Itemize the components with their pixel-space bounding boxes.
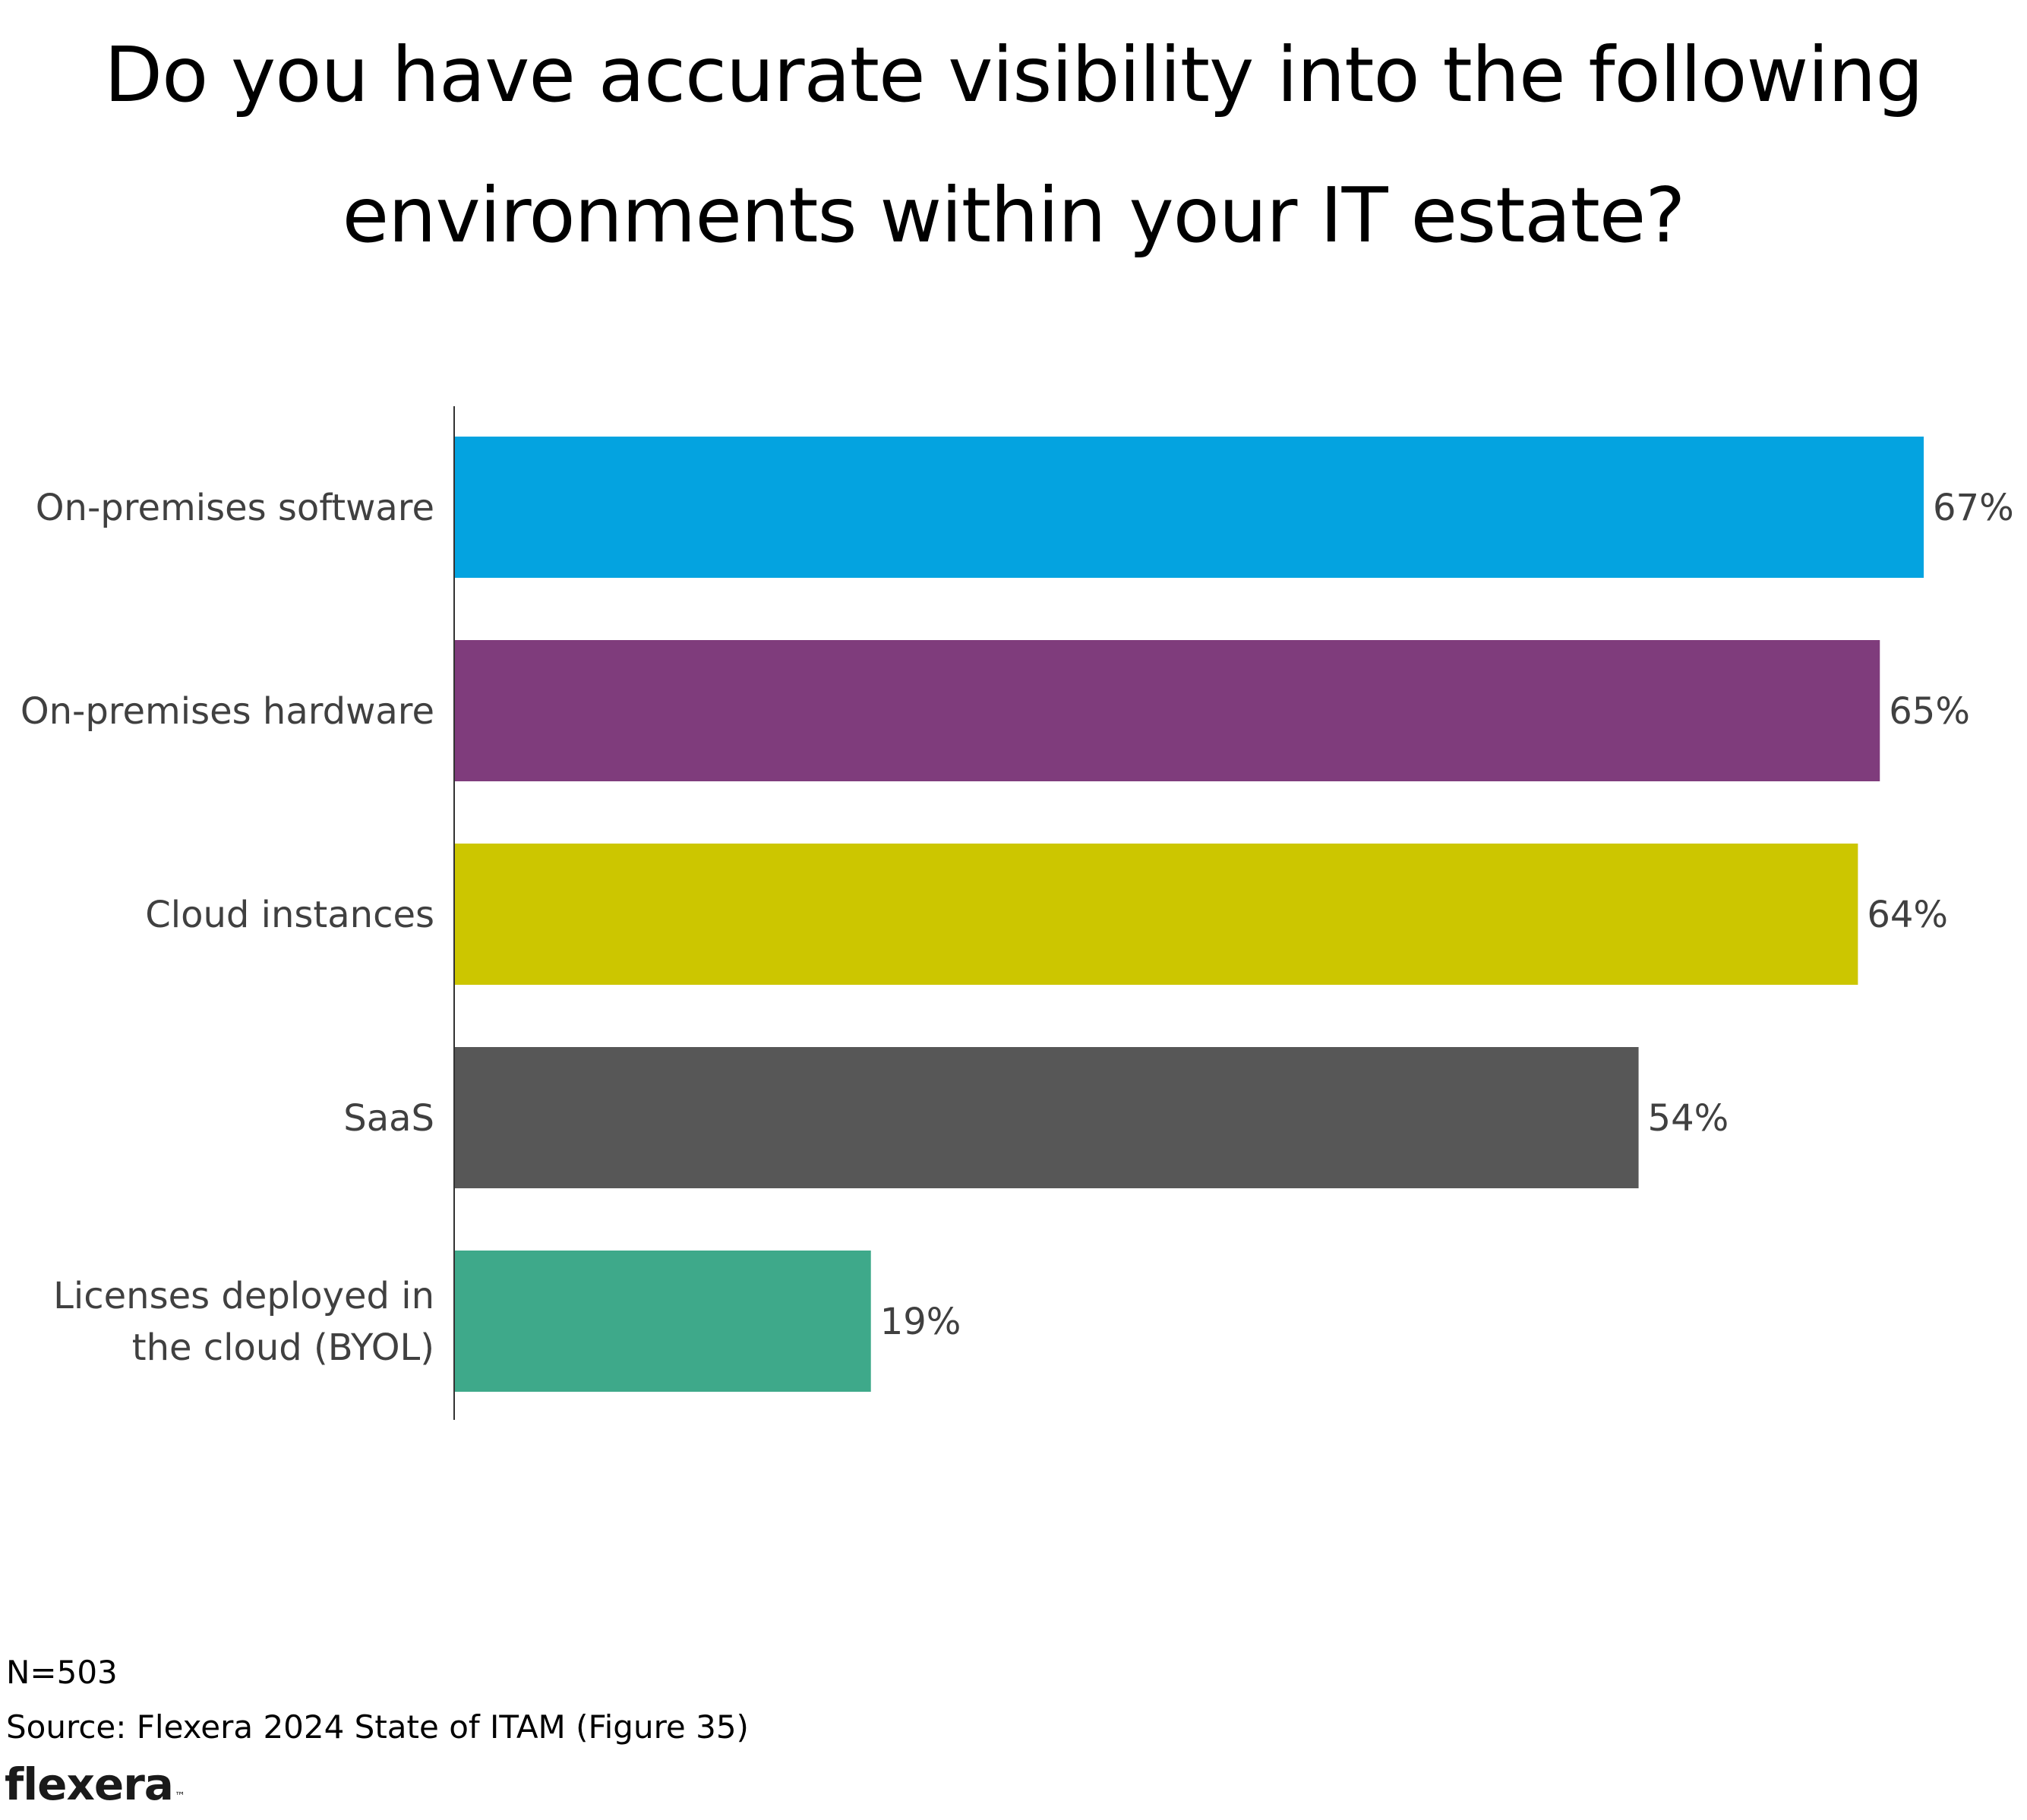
value-label-2: 65% <box>1889 690 1970 733</box>
category-label-2: On-premises hardware <box>21 690 434 733</box>
category-label-line: Licenses deployed in <box>53 1275 434 1317</box>
category-label-line: On-premises software <box>36 487 434 529</box>
chart-title-line-1: Do you have accurate visibility into the… <box>104 30 1924 119</box>
bar-1 <box>454 437 1924 578</box>
logo-trademark: ™ <box>174 1790 185 1803</box>
category-label-line: On-premises hardware <box>21 690 434 733</box>
bar-2 <box>454 640 1880 781</box>
category-label-1: On-premises software <box>36 487 434 529</box>
value-label-3: 64% <box>1867 894 1948 936</box>
category-label-4: SaaS <box>343 1097 434 1140</box>
value-label-5: 19% <box>880 1301 961 1343</box>
bar-5 <box>454 1251 871 1392</box>
category-label-3: Cloud instances <box>145 894 434 936</box>
category-label-line: the cloud (BYOL) <box>132 1326 434 1369</box>
category-label-line: SaaS <box>343 1097 434 1140</box>
logo-wordmark: flexera <box>5 1758 174 1810</box>
value-label-4: 54% <box>1648 1097 1729 1140</box>
chart-title: Do you have accurate visibility into the… <box>0 5 2027 285</box>
bar-3 <box>454 844 1858 985</box>
sample-size-note: N=503 <box>6 1654 118 1691</box>
value-label-1: 67% <box>1933 487 2014 529</box>
chart-title-line-2: environments within your IT estate? <box>342 171 1686 260</box>
category-label-line: Cloud instances <box>145 894 434 936</box>
source-note: Source: Flexera 2024 State of ITAM (Figu… <box>6 1708 749 1746</box>
bar-4 <box>454 1047 1639 1188</box>
category-label-5: Licenses deployed in the cloud (BYOL) <box>53 1275 434 1369</box>
flexera-logo: flexera ™ <box>5 1758 185 1810</box>
